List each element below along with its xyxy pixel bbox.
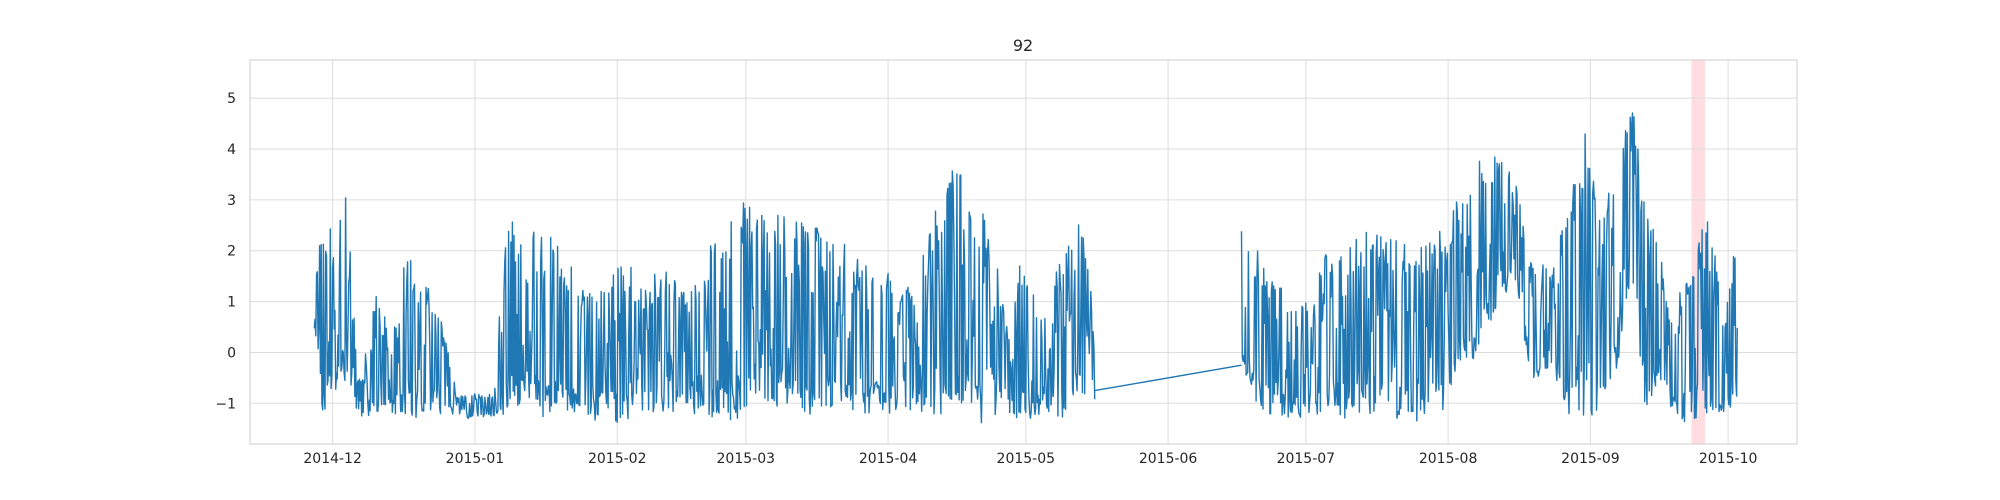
x-tick-label: 2015-01	[446, 451, 505, 467]
series-layer	[313, 112, 1738, 424]
x-tick-label: 2015-10	[1699, 451, 1758, 467]
x-tick-label: 2015-07	[1277, 451, 1336, 467]
y-tick-label: 2	[227, 244, 236, 260]
y-tick-label: 0	[227, 345, 236, 361]
y-tick-label: 4	[227, 142, 236, 158]
x-tick-label: 2015-09	[1561, 451, 1620, 467]
x-tick-label: 2015-08	[1419, 451, 1478, 467]
x-tick-label: 2015-02	[588, 451, 647, 467]
y-tick-label: 5	[227, 91, 236, 107]
x-tick-label: 2014-12	[303, 451, 362, 467]
x-tick-label: 2015-04	[859, 451, 918, 467]
y-tick-label: 1	[227, 295, 236, 311]
y-tick-label: 3	[227, 193, 236, 209]
chart-title: 92	[1013, 36, 1033, 55]
x-tick-label: 2015-05	[997, 451, 1056, 467]
y-axis-ticks: −1 0 1 2 3 4 5	[215, 91, 236, 412]
x-tick-label: 2015-06	[1139, 451, 1198, 467]
series-line	[313, 112, 1738, 424]
plot-frame	[249, 59, 1798, 445]
x-axis-ticks: 2014-12 2015-01 2015-02 2015-03 2015-04 2015-…	[303, 451, 1757, 467]
y-tick-label: −1	[215, 396, 236, 412]
x-tick-label: 2015-03	[717, 451, 776, 467]
